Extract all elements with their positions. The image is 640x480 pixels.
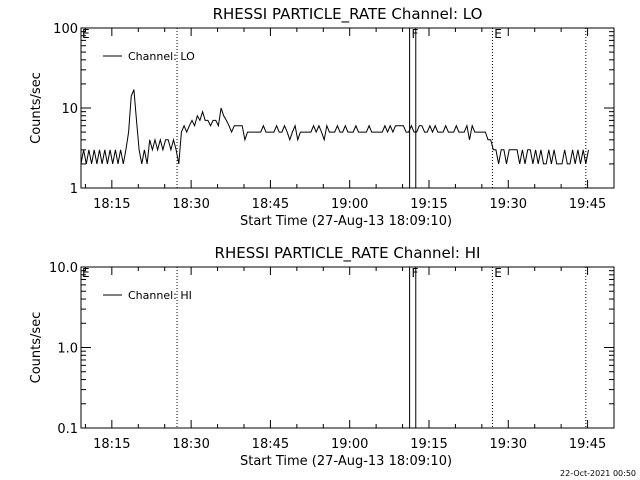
hi-channel-panel: RHESSI PARTICLE_RATE Channel: HI Start Ti…	[29, 244, 615, 469]
flag-label: F	[411, 27, 418, 41]
x-tick-label: 18:15	[93, 197, 130, 212]
flag-label: F	[411, 266, 418, 280]
legend-entry: Channel: LO	[128, 50, 195, 63]
y-tick-label: 10.0	[49, 261, 78, 276]
y-tick-label: 100	[53, 22, 78, 37]
x-tick-label: 18:45	[252, 197, 289, 212]
x-tick-label: 19:30	[490, 197, 527, 212]
y-axis-label: Counts/sec	[29, 312, 44, 384]
x-tick-label: 19:00	[331, 197, 368, 212]
y-axis-label: Counts/sec	[29, 72, 44, 144]
flag-label: E	[82, 266, 90, 280]
legend-entry: Channel: HI	[128, 289, 192, 302]
x-tick-label: 19:45	[569, 437, 606, 452]
x-tick-label: 18:30	[172, 197, 209, 212]
lo-channel-panel: RHESSI PARTICLE_RATE Channel: LO Start Ti…	[29, 5, 615, 229]
chart-title: RHESSI PARTICLE_RATE Channel: LO	[213, 5, 483, 24]
flag-label: E	[82, 27, 90, 41]
generation-timestamp: 22-Oct-2021 00:50	[560, 469, 636, 478]
x-tick-label: 18:15	[93, 437, 130, 452]
y-tick-label: 0.1	[57, 422, 78, 437]
x-tick-label: 19:00	[331, 437, 368, 452]
y-tick-label: 10	[61, 102, 78, 117]
y-tick-label: 1	[70, 182, 78, 197]
x-axis-label: Start Time (27-Aug-13 18:09:10)	[240, 214, 452, 229]
y-tick-label: 1.0	[57, 342, 78, 357]
x-tick-label: 19:15	[410, 437, 447, 452]
chart-title: RHESSI PARTICLE_RATE Channel: HI	[215, 244, 481, 263]
x-tick-label: 18:30	[172, 437, 209, 452]
x-tick-label: 18:45	[252, 437, 289, 452]
series-line	[80, 89, 589, 165]
x-tick-label: 19:45	[569, 197, 606, 212]
flag-label: E	[494, 266, 502, 280]
x-tick-label: 19:15	[410, 197, 447, 212]
x-tick-label: 19:30	[490, 437, 527, 452]
flag-label: E	[494, 27, 502, 41]
x-axis-label: Start Time (27-Aug-13 18:09:10)	[240, 454, 452, 469]
